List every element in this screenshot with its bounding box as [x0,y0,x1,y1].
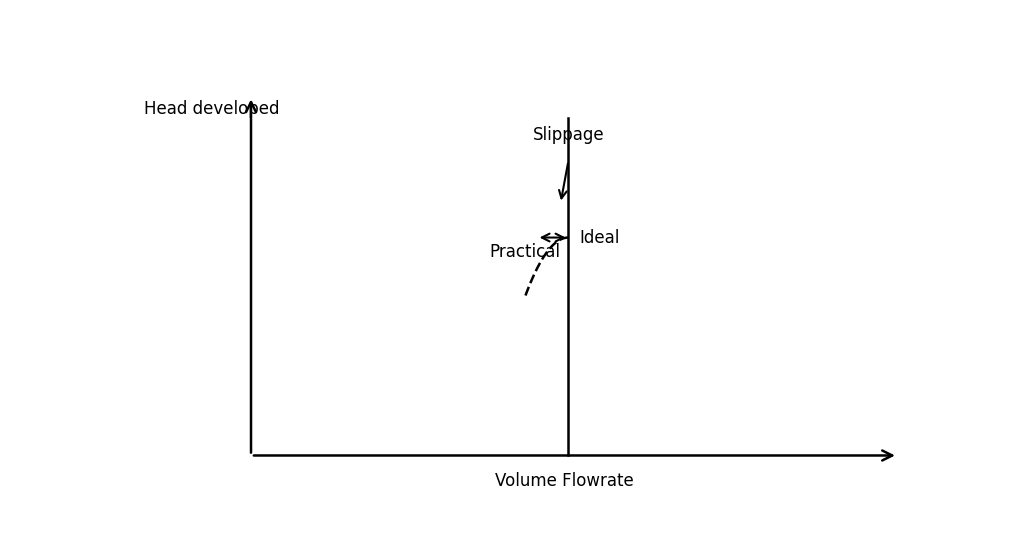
Text: Volume Flowrate: Volume Flowrate [496,472,634,490]
Text: Practical: Practical [489,244,560,261]
Text: Head developed: Head developed [143,100,280,118]
Text: Slippage: Slippage [532,125,604,144]
Text: Ideal: Ideal [580,229,620,246]
